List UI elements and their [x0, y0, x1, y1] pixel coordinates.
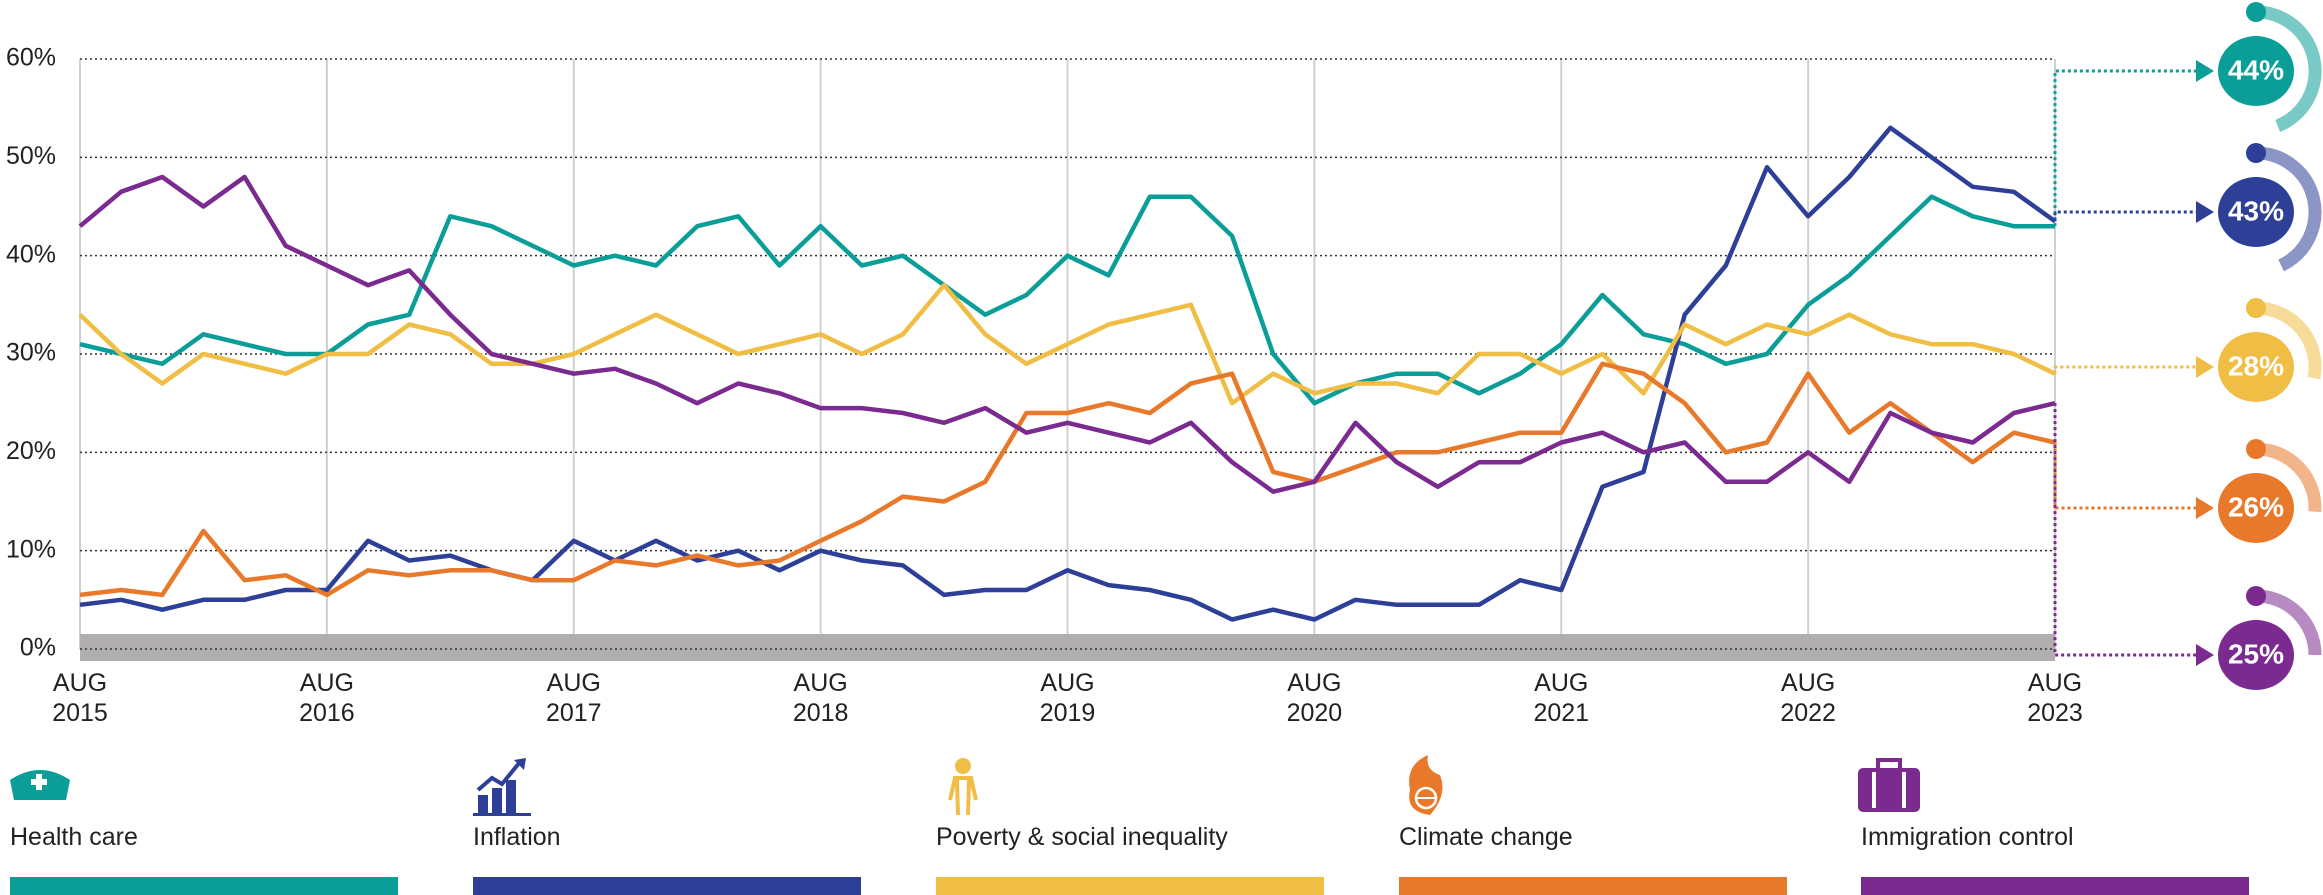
end-label: 44% [2228, 54, 2284, 85]
x-tick-label: AUG 2023 [2027, 669, 2083, 727]
icon-inflation [473, 758, 531, 816]
connector-arrow [2196, 497, 2214, 519]
icon-immigration [1858, 758, 1920, 812]
connector [2053, 69, 2198, 227]
x-tick-label: AUG 2016 [299, 669, 355, 727]
end-arc [2255, 301, 2322, 380]
series-line [78, 282, 2056, 406]
series-line [79, 361, 2056, 598]
end-circle [2218, 473, 2294, 543]
connector [2053, 403, 2198, 657]
series-line [79, 194, 2055, 406]
connector-arrow [2196, 60, 2214, 82]
legend-name: Health care [10, 823, 138, 851]
legend-swatch [1861, 877, 2249, 895]
series-line [79, 125, 2057, 622]
end-circle [2218, 332, 2294, 402]
connector [2053, 442, 2198, 510]
x-tick-label: AUG 2021 [1533, 669, 1590, 727]
end-arc [2255, 5, 2322, 132]
y-tick-label: 50% [6, 142, 56, 170]
legend-name: Immigration control [1861, 823, 2074, 851]
icon-poverty [948, 758, 978, 816]
end-circle [2218, 620, 2294, 690]
icon-health [10, 770, 70, 800]
baseline-band [80, 634, 2055, 661]
end-arc-dot [2246, 586, 2266, 606]
y-tick-label: 0% [20, 634, 56, 662]
connector-arrow [2196, 356, 2214, 378]
legend-name: Poverty & social inequality [936, 823, 1228, 851]
end-arc-dot [2246, 439, 2266, 459]
y-tick-label: 10% [6, 535, 56, 563]
series-line [78, 174, 2056, 494]
end-circle [2218, 36, 2294, 106]
x-tick-label: AUG 2019 [1039, 669, 1096, 727]
end-arc-dot [2246, 143, 2266, 163]
legend-name: Climate change [1399, 823, 1573, 851]
end-label: 26% [2228, 491, 2284, 522]
connector-arrow [2196, 644, 2214, 666]
x-tick-label: AUG 2017 [545, 669, 602, 727]
x-tick-label: AUG 2022 [1780, 669, 1836, 727]
legend-swatch [936, 877, 1324, 895]
legend-swatch [10, 877, 398, 895]
x-tick-label: AUG 2015 [52, 669, 108, 727]
end-label: 43% [2228, 195, 2284, 226]
end-arc [2255, 442, 2322, 513]
connector-arrow [2196, 201, 2214, 223]
y-tick-label: 30% [6, 339, 56, 367]
legend-swatch [1399, 877, 1787, 895]
end-arc [2255, 146, 2322, 272]
end-arc [2255, 589, 2322, 656]
end-label: 25% [2228, 638, 2284, 669]
connector [2053, 365, 2198, 374]
x-tick-label: AUG 2020 [1286, 669, 1343, 727]
y-tick-label: 60% [6, 44, 56, 72]
y-tick-label: 20% [6, 437, 56, 465]
connector [2053, 210, 2198, 222]
end-arc-dot [2246, 2, 2266, 22]
end-label: 28% [2228, 350, 2284, 381]
x-tick-label: AUG 2018 [792, 669, 849, 727]
end-arc-dot [2246, 298, 2266, 318]
icon-climate [1409, 755, 1443, 815]
legend-name: Inflation [473, 823, 561, 851]
legend-swatch [473, 877, 861, 895]
y-tick-label: 40% [6, 240, 56, 268]
end-circle [2218, 177, 2294, 247]
